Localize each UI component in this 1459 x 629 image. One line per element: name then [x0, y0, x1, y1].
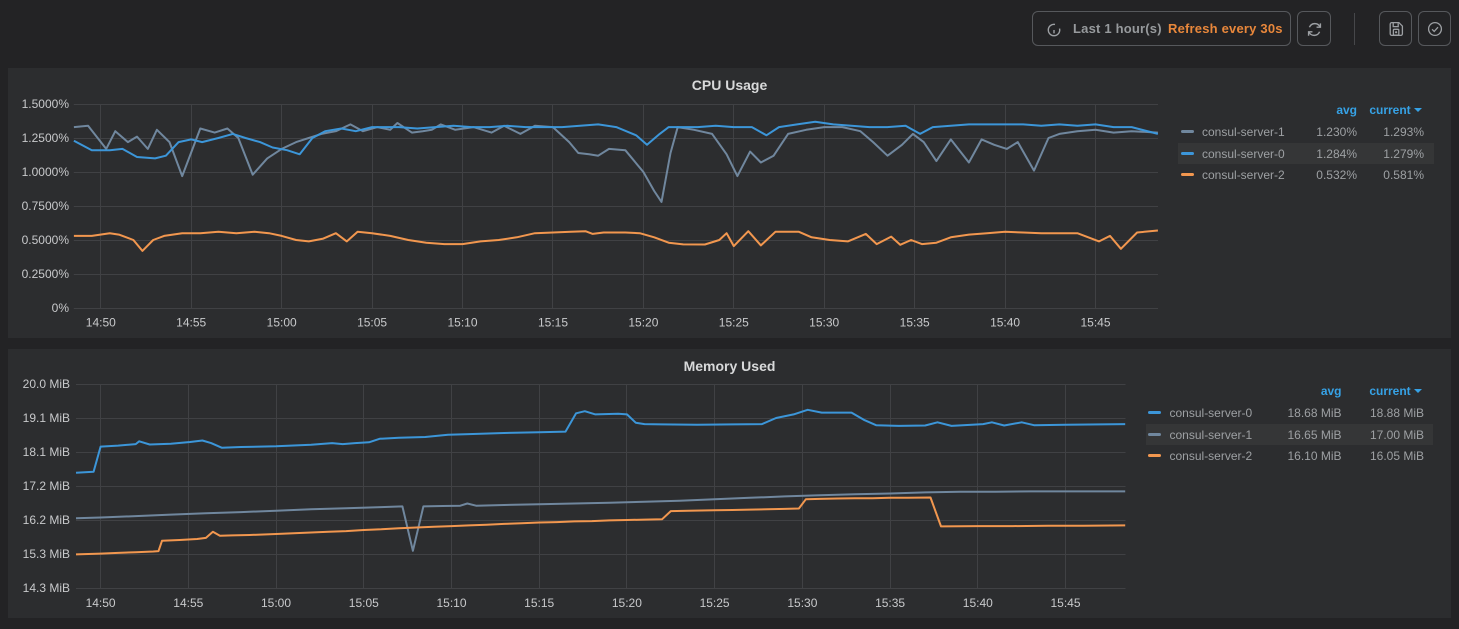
svg-text:15:05: 15:05: [357, 315, 387, 329]
svg-text:14:55: 14:55: [176, 315, 206, 329]
svg-text:15:45: 15:45: [1050, 596, 1080, 610]
svg-text:14:55: 14:55: [173, 596, 203, 610]
svg-text:15:10: 15:10: [436, 596, 466, 610]
svg-text:15:20: 15:20: [628, 315, 658, 329]
svg-text:15:00: 15:00: [267, 315, 297, 329]
svg-text:15:40: 15:40: [963, 596, 993, 610]
svg-text:19.1 MiB: 19.1 MiB: [23, 411, 70, 425]
svg-text:14.3 MiB: 14.3 MiB: [23, 581, 70, 595]
svg-text:0.2500%: 0.2500%: [22, 267, 70, 281]
svg-text:17.2 MiB: 17.2 MiB: [23, 479, 70, 493]
svg-text:1.5000%: 1.5000%: [22, 97, 70, 111]
svg-text:15:25: 15:25: [719, 315, 749, 329]
svg-text:0.5000%: 0.5000%: [22, 233, 70, 247]
svg-text:1.2500%: 1.2500%: [22, 131, 70, 145]
svg-text:15:20: 15:20: [612, 596, 642, 610]
svg-text:14:50: 14:50: [86, 596, 116, 610]
svg-text:20.0 MiB: 20.0 MiB: [23, 377, 70, 391]
svg-text:18.1 MiB: 18.1 MiB: [23, 445, 70, 459]
svg-text:15:30: 15:30: [787, 596, 817, 610]
svg-text:16.2 MiB: 16.2 MiB: [23, 513, 70, 527]
svg-text:15:15: 15:15: [524, 596, 554, 610]
svg-text:1.0000%: 1.0000%: [22, 165, 70, 179]
svg-text:15:15: 15:15: [538, 315, 568, 329]
svg-text:15:10: 15:10: [447, 315, 477, 329]
svg-text:15:45: 15:45: [1080, 315, 1110, 329]
svg-text:15:00: 15:00: [261, 596, 291, 610]
svg-text:15.3 MiB: 15.3 MiB: [23, 547, 70, 561]
svg-text:15:40: 15:40: [990, 315, 1020, 329]
svg-text:15:30: 15:30: [809, 315, 839, 329]
svg-text:0%: 0%: [52, 301, 70, 315]
svg-text:0.7500%: 0.7500%: [22, 199, 70, 213]
svg-text:15:25: 15:25: [700, 596, 730, 610]
svg-text:15:35: 15:35: [900, 315, 930, 329]
svg-text:15:05: 15:05: [349, 596, 379, 610]
svg-text:14:50: 14:50: [86, 315, 116, 329]
svg-text:15:35: 15:35: [875, 596, 905, 610]
